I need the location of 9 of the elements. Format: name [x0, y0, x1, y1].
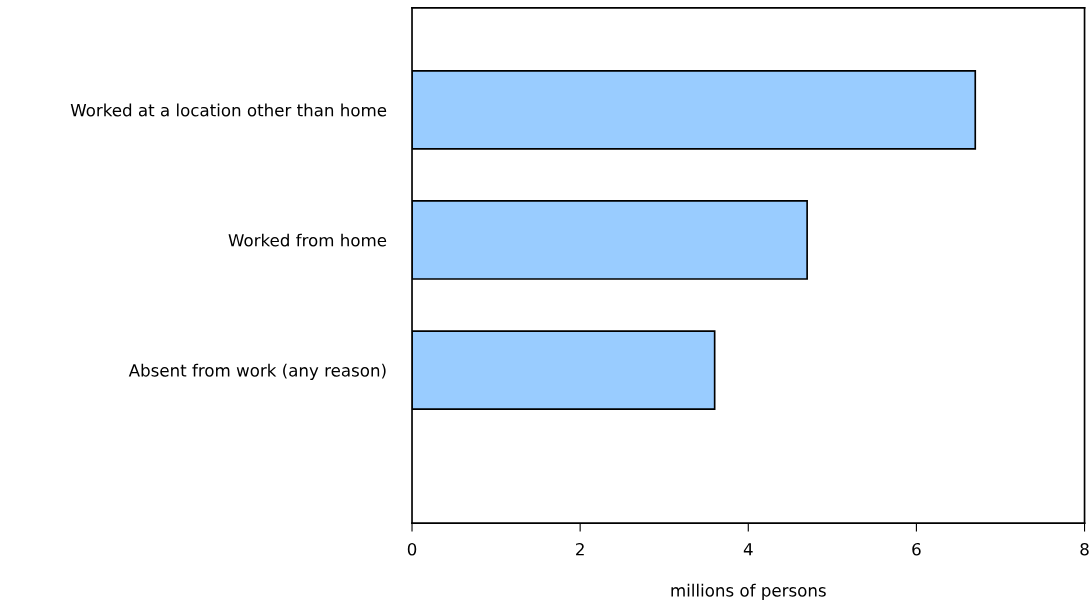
y-tick-label: Absent from work (any reason)	[128, 363, 386, 380]
x-tick-label: 2	[576, 542, 584, 556]
x-tick-label: 4	[743, 543, 753, 556]
y-tick-label: Worked at a location other than home	[70, 103, 387, 117]
y-tick-label: Worked from home	[228, 233, 387, 247]
x-tick-label: 0	[407, 542, 417, 556]
x-axis-title: millions of persons	[671, 583, 826, 600]
x-tick-label: 6	[912, 542, 921, 556]
x-tick-label: 8	[1080, 542, 1089, 556]
